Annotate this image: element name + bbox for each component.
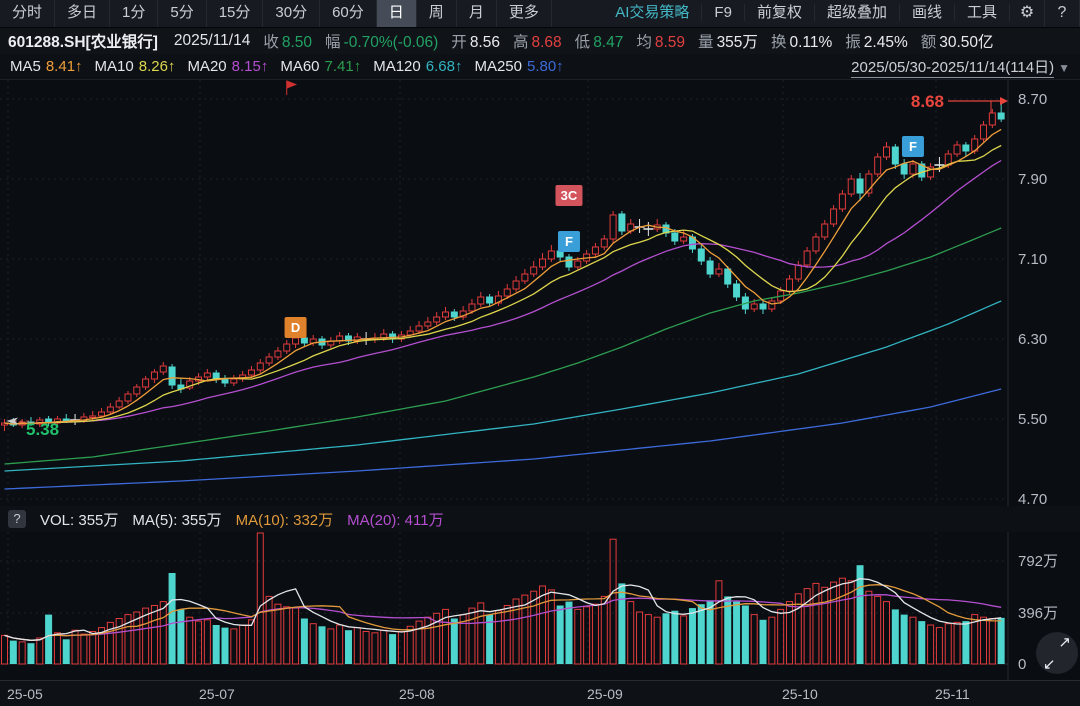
quote-field-value: 8.50 (281, 34, 313, 51)
ma-legend-MA120: MA120 6.68↑ (373, 58, 463, 75)
quote-field-value: 8.59 (654, 34, 686, 51)
svg-text:8.68: 8.68 (911, 92, 944, 111)
x-axis-label: 25-05 (7, 686, 43, 702)
period-tab-5分[interactable]: 5分 (158, 0, 207, 27)
vol-label: VOL: 355万 (40, 511, 119, 529)
arrow-sw-icon: ↙ (1043, 656, 1056, 673)
x-axis-label: 25-08 (399, 686, 435, 702)
quote-field-label: 收 (263, 34, 279, 51)
x-axis-label: 25-11 (935, 686, 970, 702)
ma-legend-MA250: MA250 5.80↑ (474, 58, 564, 75)
vol-ma20-label: MA(20): 411万 (347, 511, 444, 529)
ma-legend-items: MA5 8.41↑ MA10 8.26↑ MA20 8.15↑ MA60 7.41↑ MA120… (10, 58, 564, 75)
svg-text:792万: 792万 (1018, 553, 1058, 570)
quote-field-value: 8.56 (469, 34, 500, 51)
period-tab-15分[interactable]: 15分 (207, 0, 264, 27)
help-icon[interactable]: ? (1045, 0, 1080, 27)
quote-fields: 收 8.50 幅 -0.70%(-0.06) 开 8.56 高 8.68 低 8.47 均 8.59 量… (250, 30, 993, 52)
arrow-ne-icon: ↗ (1058, 634, 1071, 651)
svg-text:0: 0 (1018, 656, 1026, 673)
expand-icon[interactable]: ↗ ↙ (1036, 632, 1078, 674)
quote-field-value: 8.68 (531, 34, 562, 51)
quote-field-label: 高 (512, 34, 529, 51)
period-tab-月[interactable]: 月 (457, 0, 497, 27)
svg-text:3C: 3C (561, 188, 578, 203)
period-tab-多日[interactable]: 多日 (55, 0, 111, 27)
date-range-selector[interactable]: 2025/05/30-2025/11/14(114日) ▼ (851, 56, 1070, 78)
svg-text:4.70: 4.70 (1018, 491, 1047, 506)
x-axis-label: 25-09 (587, 686, 623, 702)
quote-date: 2025/11/14 (173, 32, 251, 49)
svg-text:5.38: 5.38 (26, 420, 59, 439)
quote-field-label: 开 (451, 34, 467, 51)
ma-legend-MA60: MA60 7.41↑ (280, 58, 362, 75)
ma-legend-MA5: MA5 8.41↑ (10, 58, 83, 75)
svg-text:F: F (565, 234, 573, 249)
tool-item-AI交易策略[interactable]: AI交易策略 (603, 4, 703, 21)
svg-text:7.90: 7.90 (1018, 171, 1047, 188)
x-axis-label: 25-10 (782, 686, 818, 702)
quote-field-value: -0.70%(-0.06) (343, 34, 439, 51)
quote-field-value: 8.47 (593, 34, 624, 51)
period-tabs: 分时 多日 1分 5分 15分 30分 60分日周月更多 (0, 0, 552, 27)
date-range-label: 2025/05/30-2025/11/14(114日) (851, 59, 1055, 78)
settings-gear-icon[interactable]: ⚙ (1010, 0, 1045, 27)
svg-text:396万: 396万 (1018, 605, 1058, 622)
ma-legend-MA10: MA10 8.26↑ (94, 58, 176, 75)
tool-item-画线[interactable]: 画线 (899, 4, 955, 21)
period-tab-日[interactable]: 日 (376, 0, 417, 27)
period-tab-分时[interactable]: 分时 (0, 0, 56, 27)
stock-info-bar: 601288.SH[农业银行] 2025/11/14 收 8.50 幅 -0.70%(… (0, 28, 1080, 54)
x-axis: 25-05 25-07 25-08 25-09 25-10 25-11 (0, 680, 1080, 706)
tool-item-前复权[interactable]: 前复权 (744, 4, 815, 21)
tool-item-F9[interactable]: F9 (702, 4, 745, 21)
period-tab-周[interactable]: 周 (417, 0, 457, 27)
tools-menu: AI交易策略 F9 前复权 超级叠加 画线 工具 ⚙ ? (603, 0, 1080, 27)
period-tab-更多[interactable]: 更多 (497, 0, 552, 27)
volume-header: ? VOL: 355万 MA(5): 355万 MA(10): 332万 MA(… (0, 506, 1080, 532)
period-toolbar: 分时 多日 1分 5分 15分 30分 60分日周月更多 AI交易策略 F9 前复权 超级叠加 画线… (0, 0, 1080, 28)
stock-symbol: 601288.SH[农业银行] (8, 34, 158, 51)
ma-legend-MA20: MA20 8.15↑ (187, 58, 269, 75)
x-axis-label: 25-07 (199, 686, 235, 702)
quote-field-label: 振 (845, 34, 861, 51)
candlestick-chart[interactable]: 8.70 7.90 7.10 6.30 5.50 4.70 D 3C F F 8.68 5.38 (0, 80, 1080, 506)
svg-text:7.10: 7.10 (1018, 251, 1047, 268)
vol-ma5-label: MA(5): 355万 (132, 511, 222, 529)
chevron-down-icon: ▼ (1058, 61, 1070, 75)
svg-text:D: D (291, 320, 300, 335)
svg-text:5.50: 5.50 (1018, 411, 1047, 428)
quote-field-label: 量 (698, 34, 714, 51)
period-tab-1分[interactable]: 1分 (110, 0, 159, 27)
period-tab-60分[interactable]: 60分 (320, 0, 377, 27)
quote-field-label: 低 (574, 34, 591, 51)
quote-field-label: 额 (920, 34, 937, 51)
quote-field-label: 幅 (325, 34, 341, 51)
tool-item-超级叠加[interactable]: 超级叠加 (814, 4, 900, 21)
ma-legend-bar: MA5 8.41↑ MA10 8.26↑ MA20 8.15↑ MA60 7.41↑ MA120… (0, 54, 1080, 80)
quote-field-value: 30.50亿 (939, 34, 994, 51)
svg-text:6.30: 6.30 (1018, 331, 1047, 348)
svg-text:8.70: 8.70 (1018, 91, 1047, 108)
quote-field-value: 2.45% (863, 34, 908, 51)
quote-field-value: 0.11% (789, 34, 833, 51)
tools-menu-items: AI交易策略 F9 前复权 超级叠加 画线 工具 (603, 0, 1010, 27)
volume-chart[interactable]: 792万 396万 0 (0, 532, 1080, 680)
quote-field-label: 均 (636, 34, 652, 51)
indicator-help-icon[interactable]: ? (8, 510, 26, 528)
tool-item-工具[interactable]: 工具 (954, 4, 1010, 21)
quote-field-value: 355万 (716, 34, 758, 51)
svg-text:F: F (909, 139, 917, 154)
vol-ma10-label: MA(10): 332万 (235, 511, 334, 529)
quote-field-label: 换 (770, 34, 787, 51)
period-tab-30分[interactable]: 30分 (263, 0, 321, 27)
